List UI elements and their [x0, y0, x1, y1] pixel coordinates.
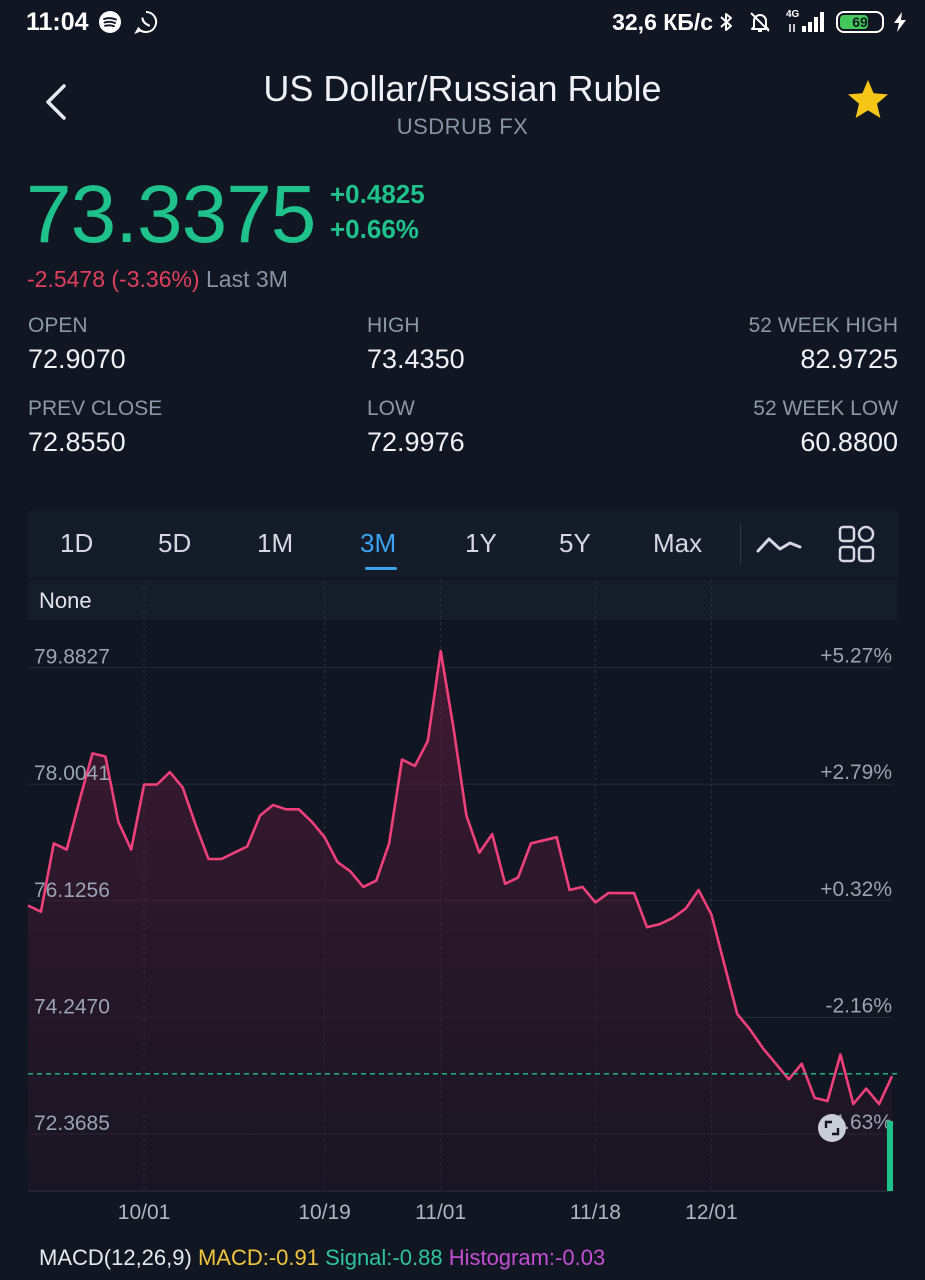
price-chart[interactable]: 79.8827 +5.27% 78.0041 +2.79% 76.1256 +0.32% 7… — [0, 580, 925, 1240]
tab-3m[interactable]: 3M — [360, 528, 397, 558]
pct-tick-label: -2.16% — [825, 994, 892, 1017]
high-value: 73.4350 — [367, 344, 465, 374]
price-change-percent: +0.66% — [330, 214, 419, 244]
chart-type-line-icon[interactable] — [756, 529, 802, 559]
high-label: HIGH — [367, 314, 420, 337]
y-tick-label: 76.1256 — [34, 879, 110, 902]
price-area — [28, 651, 892, 1191]
status-time: 11:04 — [26, 8, 89, 36]
price-line — [27, 649, 894, 1106]
open-label: OPEN — [28, 314, 88, 337]
page-title: US Dollar/Russian Ruble — [263, 68, 662, 109]
open-value: 72.9070 — [28, 344, 126, 374]
signal-icon — [789, 12, 824, 32]
crosshair-toggle-icon[interactable] — [818, 1114, 846, 1142]
tab-1d[interactable]: 1D — [60, 528, 94, 558]
y-tick-label: 74.2470 — [34, 995, 110, 1018]
week52-high-value: 82.9725 — [800, 344, 898, 374]
x-tick-label: 10/19 — [298, 1201, 351, 1224]
tab-1y[interactable]: 1Y — [465, 528, 497, 558]
back-button[interactable] — [38, 80, 78, 124]
period-summary: -2.5478 (-3.36%) Last 3M — [27, 266, 288, 293]
pct-tick-label: +0.32% — [820, 878, 892, 901]
y-tick-label: 79.8827 — [34, 646, 110, 669]
macd-title: MACD(12,26,9) — [39, 1245, 192, 1270]
macd-value: MACD:-0.91 — [197, 1245, 320, 1270]
week52-high-label: 52 WEEK HIGH — [748, 314, 898, 337]
period-label: Last 3M — [205, 266, 288, 292]
tab-5d[interactable]: 5D — [158, 528, 192, 558]
x-tick-label: 11/18 — [570, 1201, 621, 1224]
pct-tick-label: +2.79% — [820, 761, 892, 784]
low-label: LOW — [367, 397, 415, 420]
favorite-star-icon[interactable] — [845, 78, 891, 122]
prev-close-value: 72.8550 — [28, 427, 126, 457]
bluetooth-icon — [720, 13, 732, 31]
tabs-divider — [740, 523, 741, 565]
network-type: 4G — [786, 9, 800, 20]
battery-icon: 69 — [836, 11, 884, 33]
pct-tick-label: +5.27% — [820, 645, 892, 668]
period-change: -2.5478 (-3.36%) — [27, 266, 200, 292]
bell-off-icon — [750, 12, 770, 32]
active-tab-indicator — [365, 567, 397, 570]
y-tick-label: 78.0041 — [34, 762, 110, 785]
battery-level: 69 — [852, 14, 868, 30]
macd-indicator-label: MACD(12,26,9) MACD:-0.91 Signal:-0.88 Hi… — [39, 1245, 605, 1271]
macd-signal: Signal:-0.88 — [325, 1245, 443, 1270]
indicator-overlay-label[interactable]: None — [39, 588, 92, 613]
indicators-grid-icon[interactable] — [838, 525, 876, 563]
x-tick-label: 11/01 — [415, 1201, 466, 1224]
network-speed: 32,6 КБ/с — [612, 9, 713, 35]
low-value: 72.9976 — [367, 427, 465, 457]
macd-histogram: Histogram:-0.03 — [448, 1245, 606, 1270]
whatsapp-icon — [134, 10, 158, 34]
range-tabs: 1D 5D 1M 3M 1Y 5Y Max — [28, 511, 898, 577]
volume-bar — [887, 1121, 893, 1191]
spotify-icon — [99, 11, 121, 33]
charging-icon — [894, 12, 906, 32]
x-tick-label: 12/01 — [685, 1201, 738, 1224]
week52-low-label: 52 WEEK LOW — [753, 397, 898, 420]
tab-5y[interactable]: 5Y — [559, 528, 591, 558]
week52-low-value: 60.8800 — [800, 427, 898, 457]
y-tick-label: 72.3685 — [34, 1112, 110, 1135]
x-tick-label: 10/01 — [118, 1201, 171, 1224]
indicator-overlay-row — [28, 580, 898, 620]
price-change-absolute: +0.4825 — [330, 179, 425, 209]
current-price: 73.3375 — [26, 169, 316, 260]
prev-close-label: PREV CLOSE — [28, 397, 163, 420]
page-subtitle: USDRUB FX — [396, 114, 529, 139]
tab-1m[interactable]: 1M — [257, 528, 294, 558]
tab-max[interactable]: Max — [653, 528, 703, 558]
